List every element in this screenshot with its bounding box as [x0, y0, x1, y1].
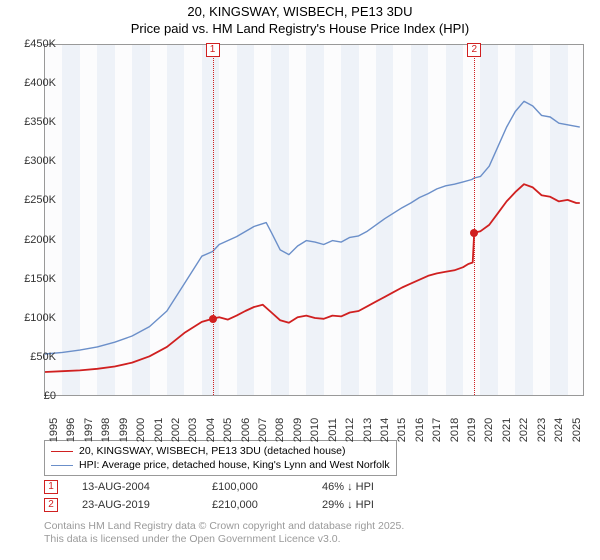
legend-row-hpi: HPI: Average price, detached house, King… [51, 458, 390, 472]
x-axis-label: 1995 [48, 418, 60, 442]
y-axis-label: £50K [8, 351, 56, 363]
sale-badge-1: 1 [44, 480, 58, 494]
y-axis-label: £250K [8, 194, 56, 206]
y-axis-label: £450K [8, 38, 56, 50]
chart-container: 20, KINGSWAY, WISBECH, PE13 3DU Price pa… [0, 0, 600, 560]
x-axis-label: 2000 [135, 418, 147, 442]
x-axis-label: 2013 [362, 418, 374, 442]
series-price_paid [45, 184, 580, 372]
sale-marker-dot [209, 315, 217, 323]
sale-pct-1: 46% ↓ HPI [322, 481, 374, 493]
x-axis-label: 2004 [205, 418, 217, 442]
x-axis-label: 2003 [187, 418, 199, 442]
attribution-line1: Contains HM Land Registry data © Crown c… [44, 520, 404, 533]
x-axis-label: 2015 [396, 418, 408, 442]
x-axis-label: 1997 [83, 418, 95, 442]
x-axis-label: 2025 [571, 418, 583, 442]
sale-marker-dot [470, 229, 478, 237]
y-axis-label: £150K [8, 273, 56, 285]
legend-swatch-price-paid [51, 451, 73, 452]
chart-lines [45, 45, 583, 395]
y-axis-label: £400K [8, 77, 56, 89]
y-axis-label: £100K [8, 312, 56, 324]
x-axis-label: 2022 [518, 418, 530, 442]
sale-price-1: £100,000 [212, 481, 322, 493]
x-axis-label: 2006 [240, 418, 252, 442]
y-axis-label: £200K [8, 234, 56, 246]
legend-row-price-paid: 20, KINGSWAY, WISBECH, PE13 3DU (detache… [51, 444, 390, 458]
x-axis-label: 2012 [344, 418, 356, 442]
legend: 20, KINGSWAY, WISBECH, PE13 3DU (detache… [44, 440, 397, 476]
x-axis-label: 2008 [274, 418, 286, 442]
legend-swatch-hpi [51, 465, 73, 466]
x-axis-label: 2023 [536, 418, 548, 442]
x-axis-label: 2009 [292, 418, 304, 442]
sale-pct-2: 29% ↓ HPI [322, 499, 374, 511]
sale-marker-badge: 2 [467, 43, 481, 57]
x-axis-label: 1998 [100, 418, 112, 442]
x-axis-label: 2019 [466, 418, 478, 442]
y-axis-label: £300K [8, 155, 56, 167]
x-axis-label: 2001 [153, 418, 165, 442]
sale-marker-badge: 1 [206, 43, 220, 57]
x-axis-label: 2007 [257, 418, 269, 442]
x-axis-label: 2014 [379, 418, 391, 442]
series-hpi [45, 101, 580, 354]
x-axis-label: 2011 [327, 418, 339, 442]
chart-title: 20, KINGSWAY, WISBECH, PE13 3DU Price pa… [0, 0, 600, 38]
x-axis-label: 2024 [553, 418, 565, 442]
plot-area: 12 [44, 44, 584, 396]
x-axis-label: 2002 [170, 418, 182, 442]
sale-marker-line [474, 45, 475, 395]
x-axis-label: 2016 [414, 418, 426, 442]
x-axis-label: 1999 [118, 418, 130, 442]
sale-price-2: £210,000 [212, 499, 322, 511]
x-axis-label: 2017 [431, 418, 443, 442]
x-axis-label: 2020 [483, 418, 495, 442]
x-axis-label: 2005 [222, 418, 234, 442]
sale-date-2: 23-AUG-2019 [82, 499, 212, 511]
sales-row-1: 1 13-AUG-2004 £100,000 46% ↓ HPI [44, 478, 374, 496]
y-axis-label: £0 [8, 390, 56, 402]
sales-row-2: 2 23-AUG-2019 £210,000 29% ↓ HPI [44, 496, 374, 514]
x-axis-label: 2010 [309, 418, 321, 442]
sale-badge-2: 2 [44, 498, 58, 512]
legend-label-price-paid: 20, KINGSWAY, WISBECH, PE13 3DU (detache… [79, 445, 346, 457]
attribution: Contains HM Land Registry data © Crown c… [44, 520, 404, 546]
sales-table: 1 13-AUG-2004 £100,000 46% ↓ HPI 2 23-AU… [44, 478, 374, 514]
title-address: 20, KINGSWAY, WISBECH, PE13 3DU [0, 4, 600, 21]
x-axis-label: 2018 [449, 418, 461, 442]
y-axis-label: £350K [8, 116, 56, 128]
attribution-line2: This data is licensed under the Open Gov… [44, 533, 404, 546]
title-subtitle: Price paid vs. HM Land Registry's House … [0, 21, 600, 38]
x-axis-label: 2021 [501, 418, 513, 442]
sale-date-1: 13-AUG-2004 [82, 481, 212, 493]
sale-marker-line [213, 45, 214, 395]
x-axis-label: 1996 [65, 418, 77, 442]
legend-label-hpi: HPI: Average price, detached house, King… [79, 459, 390, 471]
